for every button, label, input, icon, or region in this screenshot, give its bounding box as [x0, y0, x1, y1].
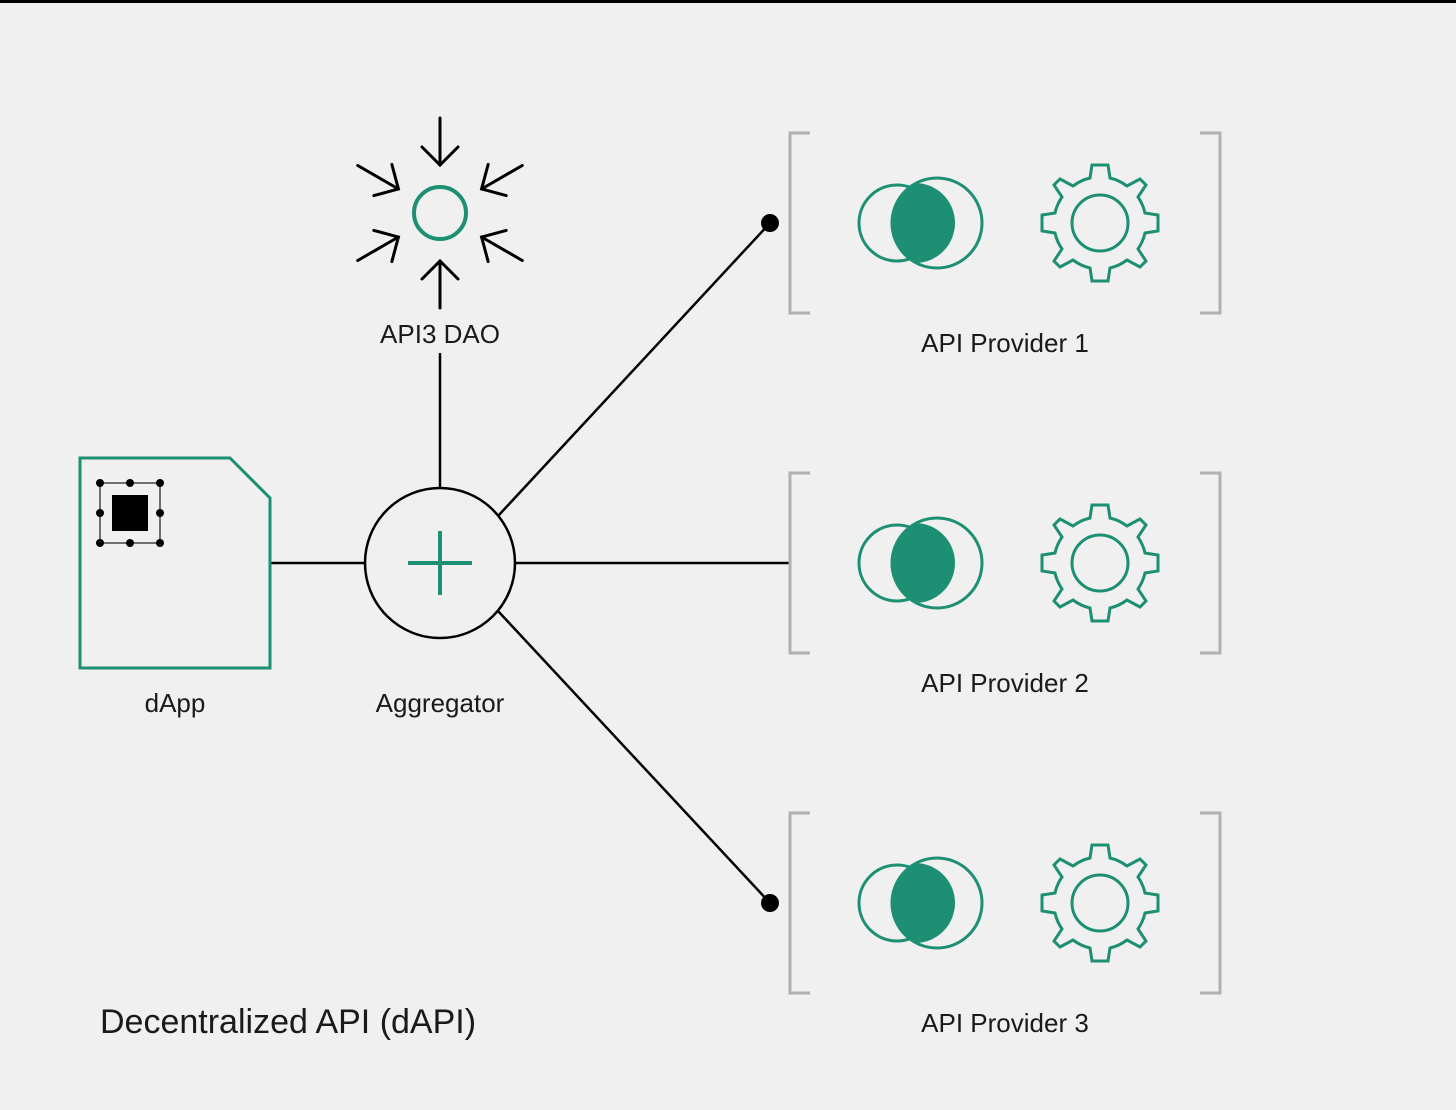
edge-aggregator-provider3: [498, 611, 770, 903]
provider-1-node: [790, 133, 1220, 313]
provider-3-node: [790, 813, 1220, 993]
junction-dot: [761, 214, 779, 232]
dao-node: [349, 118, 532, 308]
diagram-title: Decentralized API (dAPI): [100, 1003, 476, 1042]
aggregator-node: [365, 488, 515, 638]
provider1-label: API Provider 1: [820, 328, 1190, 359]
provider3-label: API Provider 3: [820, 1008, 1190, 1039]
aggregator-label: Aggregator: [350, 688, 530, 719]
dao-label: API3 DAO: [352, 319, 528, 350]
junction-dot: [761, 894, 779, 912]
provider-2-node: [790, 473, 1220, 653]
provider2-label: API Provider 2: [820, 668, 1190, 699]
dapp-label: dApp: [80, 688, 270, 719]
edge-aggregator-provider1: [498, 223, 770, 516]
diagram-canvas: [0, 3, 1456, 1110]
dapp-node: [80, 458, 270, 668]
